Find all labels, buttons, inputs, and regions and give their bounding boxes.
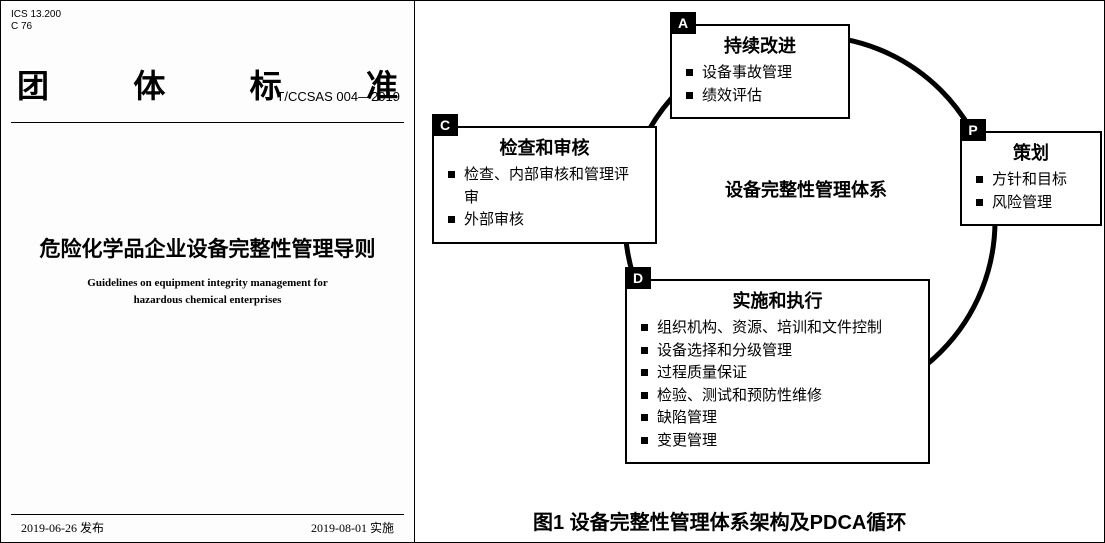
node-title: 持续改进 [686,32,834,58]
figure-caption: 图1 设备完整性管理体系架构及PDCA循环 [533,506,906,535]
divider-line [11,122,404,123]
node-tag: A [670,12,696,34]
diagram-panel: 设备完整性管理体系 A 持续改进 设备事故管理 绩效评估 P 策划 方针和目标 … [415,1,1104,542]
node-title: 检查和审核 [448,134,641,160]
node-item: 检查、内部审核和管理评审 [448,164,641,209]
center-label: 设备完整性管理体系 [725,176,887,202]
document-footer: 2019-06-26 发布 2019-08-01 实施 [11,514,404,536]
node-title: 策划 [976,139,1086,165]
publish-date: 2019-06-26 发布 [21,519,104,536]
node-item: 绩效评估 [686,85,834,108]
node-items: 方针和目标 风险管理 [976,169,1086,214]
node-do: D 实施和执行 组织机构、资源、培训和文件控制 设备选择和分级管理 过程质量保证… [625,279,930,464]
node-item: 设备事故管理 [686,62,834,85]
page-container: ICS 13.200 C 76 团 体 标 准 T/CCSAS 004—2019… [0,0,1105,543]
node-item: 风险管理 [976,192,1086,215]
node-item: 检验、测试和预防性维修 [641,385,914,408]
node-items: 组织机构、资源、培训和文件控制 设备选择和分级管理 过程质量保证 检验、测试和预… [641,317,914,452]
document-cover-panel: ICS 13.200 C 76 团 体 标 准 T/CCSAS 004—2019… [1,1,415,542]
ics-line2: C 76 [11,21,404,33]
node-tag: C [432,114,458,136]
node-item: 方针和目标 [976,169,1086,192]
node-item: 变更管理 [641,430,914,453]
title-english: Guidelines on equipment integrity manage… [11,275,404,308]
node-item: 设备选择和分级管理 [641,340,914,363]
node-plan: P 策划 方针和目标 风险管理 [960,131,1102,226]
node-act: A 持续改进 设备事故管理 绩效评估 [670,24,850,119]
node-tag: D [625,267,651,289]
ics-block: ICS 13.200 C 76 [11,9,404,33]
node-items: 检查、内部审核和管理评审 外部审核 [448,164,641,232]
node-check: C 检查和审核 检查、内部审核和管理评审 外部审核 [432,126,657,244]
node-item: 组织机构、资源、培训和文件控制 [641,317,914,340]
ics-line1: ICS 13.200 [11,9,404,21]
implement-date: 2019-08-01 实施 [311,519,394,536]
node-items: 设备事故管理 绩效评估 [686,62,834,107]
node-item: 外部审核 [448,209,641,232]
node-title: 实施和执行 [641,287,914,313]
standard-code: T/CCSAS 004—2019 [11,89,404,104]
title-chinese: 危险化学品企业设备完整性管理导则 [11,233,404,263]
node-item: 过程质量保证 [641,362,914,385]
node-tag: P [960,119,986,141]
node-item: 缺陷管理 [641,407,914,430]
